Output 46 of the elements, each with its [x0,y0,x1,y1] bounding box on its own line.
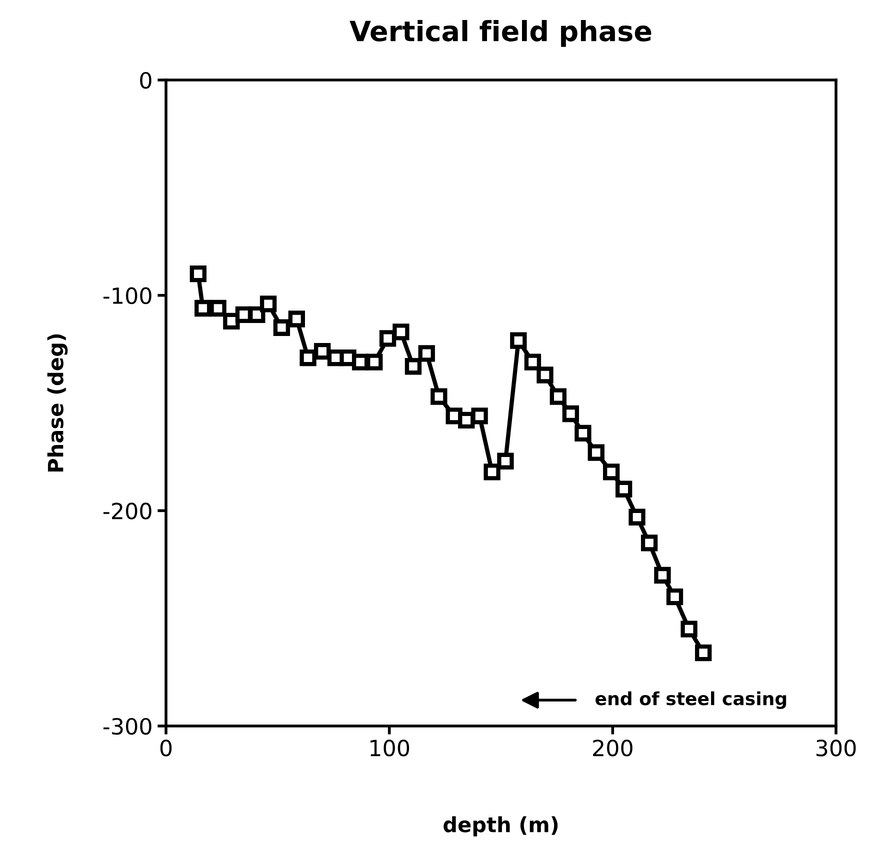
x-tick-label: 100 [370,740,410,756]
annotation: end of steel casing [596,691,786,709]
point [628,508,646,526]
point [210,300,226,317]
x-tick-label: 0 [160,740,172,756]
point [300,349,316,366]
point [314,342,331,360]
point [510,332,527,349]
x-tick-label: 200 [593,740,632,756]
point [680,620,698,638]
point [588,444,604,461]
point [260,296,277,312]
y-tick-label: -200 [103,502,152,520]
point [223,312,240,330]
point [666,588,684,606]
point [379,330,396,347]
y-tick-label: -100 [103,287,152,304]
point [194,300,212,317]
y-axis-title: Phase (deg) [47,334,68,472]
y-tick-label: -300 [103,718,152,735]
point [562,405,580,422]
point [550,388,567,405]
x-tick-label: 300 [816,740,856,756]
point [497,452,514,470]
point [418,345,435,362]
point [602,464,620,480]
point [574,424,592,442]
point [524,354,542,370]
point [640,534,658,552]
point [392,324,410,340]
point [484,464,500,480]
x-axis-title: depth (m) [444,816,558,836]
point [190,265,206,282]
chart-title: Vertical field phase [350,20,652,47]
point [471,408,488,424]
point [288,310,305,328]
point [248,306,266,324]
y-tick-label: 0 [140,72,152,89]
point [366,354,383,370]
point [404,358,422,375]
point [695,644,712,662]
point [616,480,632,498]
point [536,366,554,384]
point [430,388,448,405]
point [273,319,290,336]
point [654,566,671,584]
